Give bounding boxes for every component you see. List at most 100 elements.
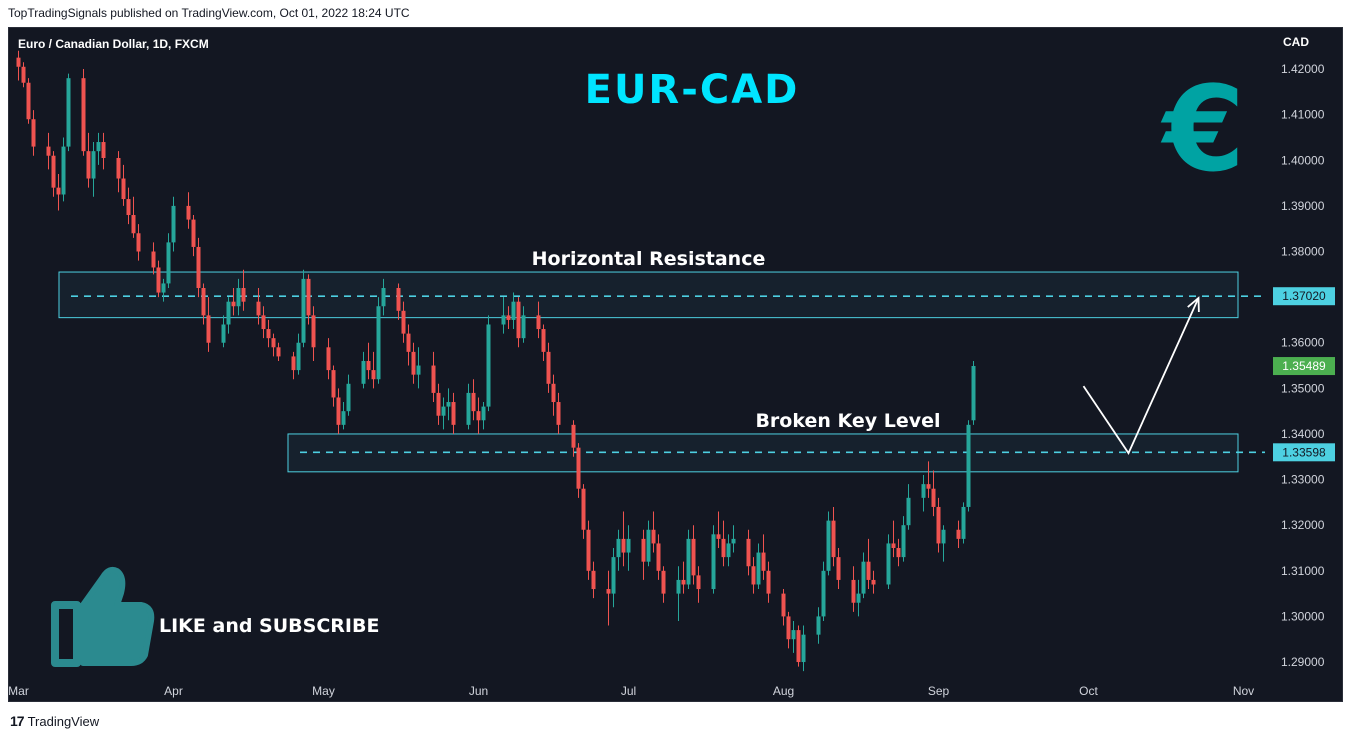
candle-body [931,488,936,507]
euro-icon: € [1160,60,1245,198]
projection-arrow-head [1187,296,1200,313]
price-tag-label: 1.33598 [1282,445,1326,459]
candle-body [956,529,961,539]
candle-body [821,570,826,617]
candle-body [366,360,371,371]
candle-body [756,552,761,585]
price-tag [1273,443,1335,462]
x-tick-label: Sep [928,684,950,698]
candle-body [341,411,346,425]
candle-body [746,538,751,567]
y-tick-label: 1.39000 [1281,199,1325,213]
candle-body [46,146,51,156]
candle-body [721,538,726,558]
y-tick-label: 1.31000 [1281,564,1325,578]
published-line: TopTradingSignals published on TradingVi… [8,6,410,20]
candle-body [511,301,516,320]
candle-body [626,538,631,553]
candle-body [651,529,656,544]
chart-title: EUR-CAD [585,67,800,113]
chart-panel[interactable]: 1.42000 1.41000 1.40000 1.39000 1.38000 1.370… [8,27,1343,702]
candle-body [446,402,451,407]
candle-body [306,278,311,316]
y-tick-label: 1.38000 [1281,245,1325,259]
candle-body [296,342,301,371]
candle-body [926,484,931,489]
candle-body [856,593,861,603]
candle-body [521,315,526,339]
candle-body [311,315,316,348]
candle-body [326,347,331,371]
candle-body [451,402,456,425]
candle-body [921,484,926,498]
candle-body [781,593,786,617]
candle-body [236,288,241,307]
candle-body [241,288,246,302]
candle-body [686,538,691,585]
x-tick-label: Oct [1079,684,1098,698]
x-tick-label: Aug [773,684,794,698]
candle-body [126,199,131,216]
candle-body [481,406,486,421]
candle-body [516,301,521,339]
candle-body [886,543,891,585]
candle-body [726,543,731,558]
y-tick-label: 1.36000 [1281,336,1325,350]
last-price-tag [1273,357,1335,376]
symbol-label: Euro / Canadian Dollar, 1D, FXCM [18,37,209,51]
candle-body [271,338,276,348]
candle-body [376,306,381,380]
candle-body [261,315,266,330]
candle-body [961,506,966,539]
candle-body [866,561,871,580]
candle-body [801,634,806,663]
candle-body [381,288,386,307]
candle-body [31,119,36,147]
y-tick-label: 1.40000 [1281,153,1325,167]
footer-brand: 17 TradingView [10,713,99,729]
candle-body [766,570,771,594]
candlestick-chart[interactable]: 1.42000 1.41000 1.40000 1.39000 1.38000 1.370… [9,28,1342,701]
x-tick-label: Jul [621,684,636,698]
candle-body [231,301,236,307]
candle-body [831,520,836,558]
candle-body [256,301,261,316]
tradingview-logo-icon: 17 [10,713,25,729]
candle-body [131,215,136,234]
candle-body [86,151,91,179]
candle-body [646,529,651,562]
last-price-label: 1.35489 [1282,359,1326,373]
zone-label: Horizontal Resistance [532,248,766,270]
candle-body [66,78,71,147]
candle-body [56,187,61,195]
candle-body [641,538,646,562]
candle-body [151,251,156,268]
candle-body [396,288,401,311]
candle-body [791,630,796,640]
candle-body [101,142,106,158]
candle-body [786,616,791,640]
y-tick-label: 1.32000 [1281,518,1325,532]
thumbs-up-cuff [51,601,81,667]
candle-body [116,158,121,179]
candle-body [586,529,591,571]
candle-body [731,538,736,544]
candle-body [971,366,976,421]
candle-body [431,365,436,393]
candle-body [201,288,206,316]
candle-body [896,548,901,558]
candle-body [546,351,551,384]
candle-body [906,497,911,526]
candle-body [471,392,476,412]
x-tick-label: Apr [164,684,183,698]
candle-body [691,538,696,576]
candle-body [371,370,376,380]
candle-body [276,347,281,357]
x-tick-label: Jun [469,684,488,698]
candle-body [836,557,841,580]
candle-body [751,566,756,585]
y-tick-label: 1.33000 [1281,473,1325,487]
zone-label: Broken Key Level [755,410,940,432]
candle-body [796,630,801,663]
y-tick-label: 1.35000 [1281,381,1325,395]
